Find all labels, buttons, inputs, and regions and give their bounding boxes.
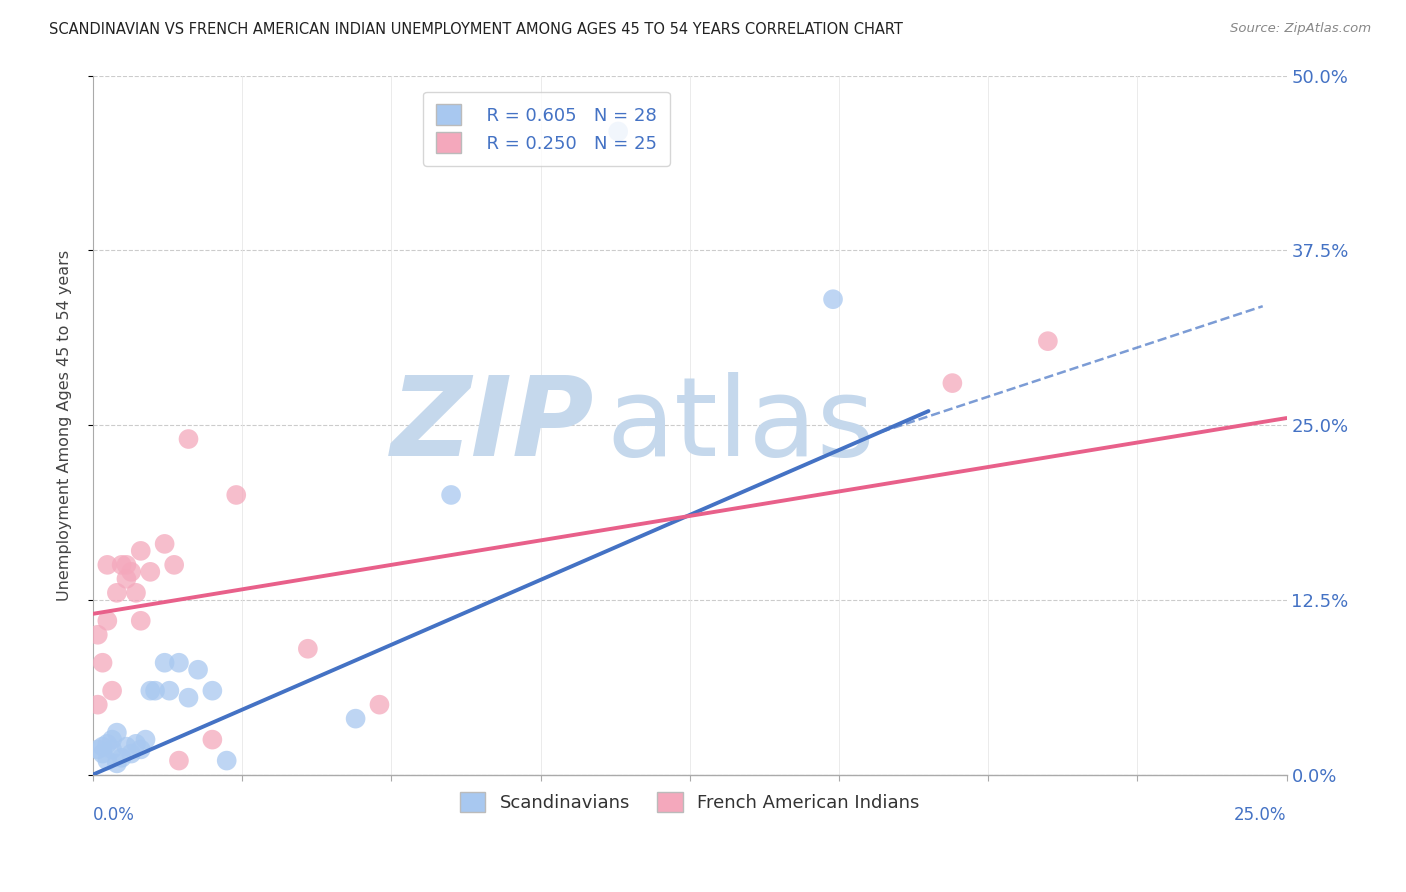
Point xyxy=(177,690,200,705)
Point xyxy=(91,747,114,761)
Point xyxy=(120,747,142,761)
Point xyxy=(96,737,118,751)
Text: 25.0%: 25.0% xyxy=(1234,806,1286,824)
Point xyxy=(91,739,114,754)
Point xyxy=(120,565,142,579)
Point xyxy=(111,558,134,572)
Point xyxy=(105,756,128,771)
Text: ZIP: ZIP xyxy=(391,372,595,478)
Point xyxy=(111,751,134,765)
Point xyxy=(143,683,166,698)
Point xyxy=(129,544,152,558)
Point xyxy=(115,572,138,586)
Point xyxy=(87,698,110,712)
Point xyxy=(125,737,148,751)
Text: SCANDINAVIAN VS FRENCH AMERICAN INDIAN UNEMPLOYMENT AMONG AGES 45 TO 54 YEARS CO: SCANDINAVIAN VS FRENCH AMERICAN INDIAN U… xyxy=(49,22,903,37)
Point xyxy=(344,712,367,726)
Point xyxy=(187,663,209,677)
Point xyxy=(153,537,176,551)
Point xyxy=(225,488,247,502)
Point xyxy=(115,558,138,572)
Point xyxy=(101,732,124,747)
Point xyxy=(1036,334,1059,348)
Point xyxy=(91,656,114,670)
Point xyxy=(215,754,238,768)
Point xyxy=(101,742,124,756)
Point xyxy=(105,725,128,739)
Point xyxy=(87,628,110,642)
Point xyxy=(105,586,128,600)
Point xyxy=(607,124,630,138)
Point xyxy=(96,614,118,628)
Text: 0.0%: 0.0% xyxy=(93,806,135,824)
Text: atlas: atlas xyxy=(606,372,875,478)
Point xyxy=(129,742,152,756)
Point xyxy=(297,641,319,656)
Y-axis label: Unemployment Among Ages 45 to 54 years: Unemployment Among Ages 45 to 54 years xyxy=(58,250,72,600)
Point xyxy=(201,683,224,698)
Point xyxy=(135,732,157,747)
Point xyxy=(368,698,391,712)
Point xyxy=(153,656,176,670)
Point xyxy=(139,683,162,698)
Point xyxy=(167,656,190,670)
Point xyxy=(101,683,124,698)
Text: Source: ZipAtlas.com: Source: ZipAtlas.com xyxy=(1230,22,1371,36)
Point xyxy=(440,488,463,502)
Point xyxy=(115,739,138,754)
Point xyxy=(941,376,963,390)
Point xyxy=(96,558,118,572)
Point xyxy=(96,754,118,768)
Point xyxy=(139,565,162,579)
Point xyxy=(129,614,152,628)
Point xyxy=(163,558,186,572)
Point xyxy=(87,742,110,756)
Legend: Scandinavians, French American Indians: Scandinavians, French American Indians xyxy=(451,782,928,822)
Point xyxy=(821,292,844,306)
Point xyxy=(201,732,224,747)
Point xyxy=(157,683,180,698)
Point xyxy=(177,432,200,446)
Point xyxy=(167,754,190,768)
Point xyxy=(125,586,148,600)
